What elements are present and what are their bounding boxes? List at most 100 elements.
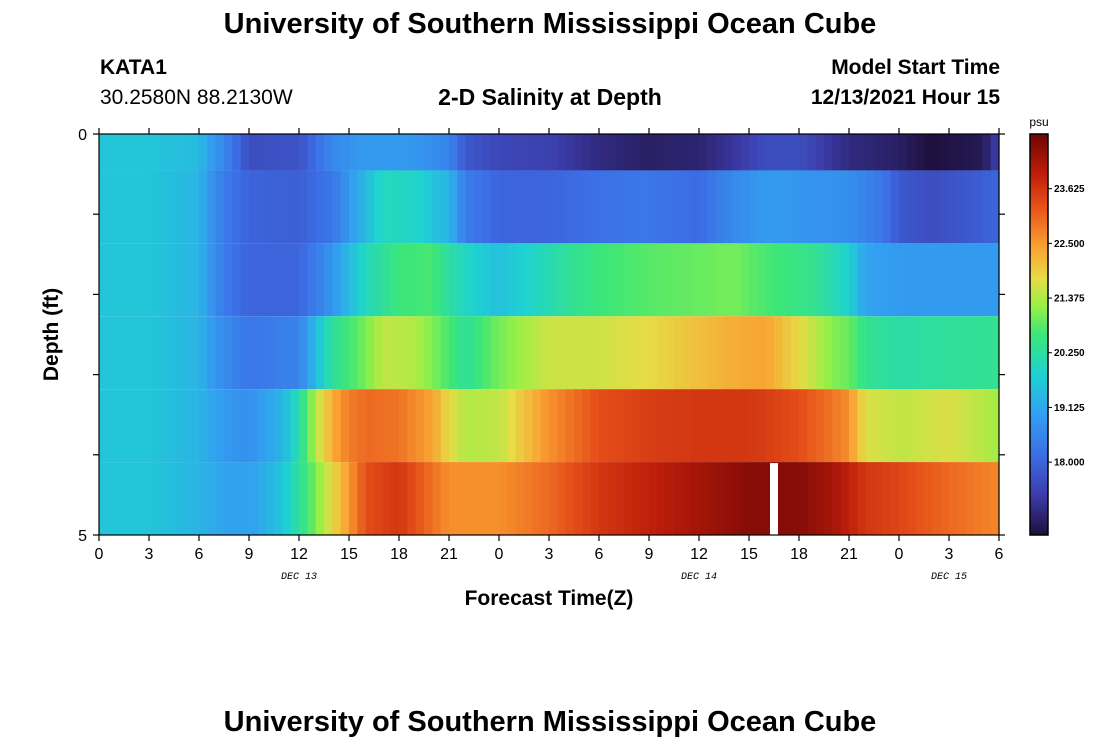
footer-title: University of Southern Mississippi Ocean… xyxy=(223,706,877,738)
heatmap-cell xyxy=(240,462,250,535)
station-coordinates: 30.2580N 88.2130W xyxy=(100,86,293,109)
heatmap-cell xyxy=(949,134,958,171)
heatmap-cell xyxy=(724,316,733,390)
heatmap-cell xyxy=(974,389,983,463)
heatmap-cell xyxy=(107,389,117,463)
heatmap-cell xyxy=(882,170,892,244)
heatmap-cell xyxy=(715,170,725,244)
heatmap-cell xyxy=(832,170,842,244)
heatmap-cell xyxy=(349,243,358,317)
heatmap-cell xyxy=(582,462,592,535)
heatmap-cell xyxy=(832,389,842,463)
heatmap-cell xyxy=(365,462,375,535)
x-tick-label: 3 xyxy=(145,546,154,563)
heatmap-cell xyxy=(374,170,383,244)
heatmap-cell xyxy=(149,243,158,317)
heatmap-cell xyxy=(349,170,358,244)
heatmap-cell xyxy=(840,316,850,390)
heatmap-cell xyxy=(340,243,350,317)
heatmap-cell xyxy=(674,316,683,390)
x-tick-label: 0 xyxy=(495,546,504,563)
heatmap-cell xyxy=(982,316,992,390)
heatmap-cell xyxy=(815,462,825,535)
heatmap-cell xyxy=(690,243,700,317)
heatmap-cell xyxy=(649,170,658,244)
heatmap-cell xyxy=(340,170,350,244)
heatmap-cell xyxy=(357,134,367,171)
heatmap-cell xyxy=(690,389,700,463)
heatmap-cell xyxy=(532,316,542,390)
heatmap-cell xyxy=(749,134,758,171)
heatmap-cell xyxy=(524,316,533,390)
heatmap-cell xyxy=(640,389,650,463)
heatmap-cell xyxy=(865,462,875,535)
heatmap-cell xyxy=(432,389,442,463)
heatmap-cell xyxy=(115,134,125,171)
heatmap-cell xyxy=(124,316,133,390)
heatmap-cell xyxy=(599,170,608,244)
heatmap-cell xyxy=(140,170,150,244)
heatmap-cell xyxy=(632,389,642,463)
heatmap-cell xyxy=(232,243,242,317)
heatmap-cell xyxy=(849,389,858,463)
heatmap-cell xyxy=(674,389,683,463)
heatmap-cell xyxy=(182,134,192,171)
heatmap-cell xyxy=(249,134,258,171)
heatmap-cell xyxy=(207,462,217,535)
heatmap-cell xyxy=(740,170,750,244)
heatmap-cell xyxy=(599,316,608,390)
heatmap-cell xyxy=(249,316,258,390)
heatmap-cell xyxy=(657,243,667,317)
heatmap-cell xyxy=(157,134,167,171)
heatmap-cell xyxy=(940,316,950,390)
heatmap-cell xyxy=(732,170,742,244)
heatmap-cell xyxy=(340,389,350,463)
heatmap-cell xyxy=(974,316,983,390)
heatmap-cell xyxy=(982,462,992,535)
heatmap-cell xyxy=(582,316,592,390)
heatmap-cell xyxy=(849,134,858,171)
heatmap-cell xyxy=(224,170,233,244)
heatmap-cell xyxy=(740,134,750,171)
heatmap-cell xyxy=(374,389,383,463)
heatmap-cell xyxy=(724,462,733,535)
heatmap-cell xyxy=(382,462,392,535)
heatmap-cell xyxy=(924,389,933,463)
heatmap-cell xyxy=(449,462,458,535)
heatmap-cell xyxy=(874,389,883,463)
heatmap-cell xyxy=(932,316,942,390)
heatmap-cell xyxy=(482,170,492,244)
heatmap-cell xyxy=(199,316,208,390)
heatmap-cell xyxy=(849,243,858,317)
heatmap-cell xyxy=(807,134,817,171)
heatmap-cell xyxy=(215,170,225,244)
heatmap-cell xyxy=(407,170,417,244)
heatmap-cell xyxy=(982,170,992,244)
heatmap-cell xyxy=(374,462,383,535)
heatmap-cell xyxy=(499,389,508,463)
heatmap-cell xyxy=(182,170,192,244)
heatmap-cell xyxy=(115,243,125,317)
heatmap-cell xyxy=(757,389,767,463)
heatmap-cell xyxy=(965,389,975,463)
heatmap-cell xyxy=(590,134,600,171)
heatmap-cell xyxy=(240,243,250,317)
heatmap-cell xyxy=(824,134,833,171)
heatmap-cell xyxy=(807,389,817,463)
heatmap-cell xyxy=(415,134,425,171)
heatmap-cell xyxy=(790,316,800,390)
heatmap-cell xyxy=(624,243,633,317)
heatmap-cell xyxy=(940,170,950,244)
heatmap-cell xyxy=(524,134,533,171)
x-tick-label: 3 xyxy=(945,546,954,563)
heatmap-cell xyxy=(974,462,983,535)
heatmap-cell xyxy=(549,462,558,535)
heatmap-cell xyxy=(99,134,108,171)
heatmap-cell xyxy=(599,243,608,317)
heatmap-cell xyxy=(774,243,783,317)
heatmap-cell xyxy=(324,170,333,244)
heatmap-cell xyxy=(107,316,117,390)
heatmap-cell xyxy=(690,134,700,171)
heatmap-cell xyxy=(115,316,125,390)
heatmap-cell xyxy=(790,462,800,535)
